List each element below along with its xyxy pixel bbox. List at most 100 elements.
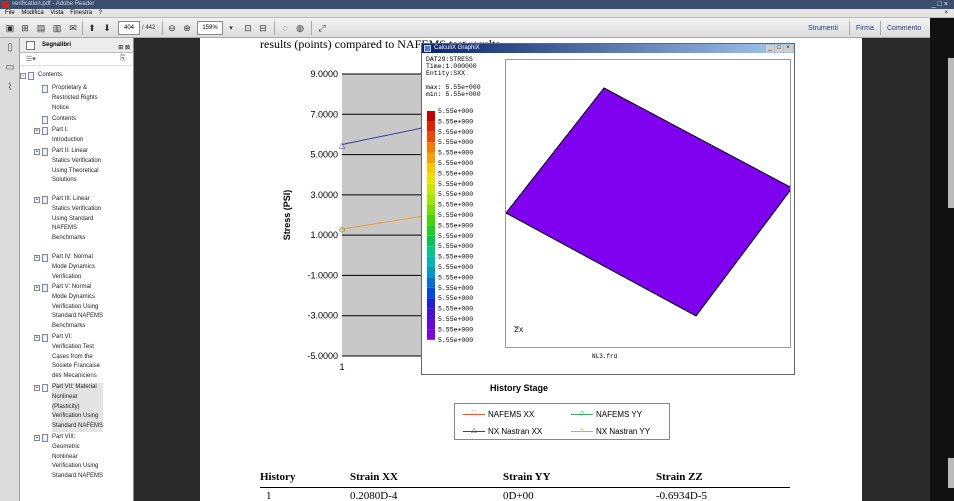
- expand-toggle-icon[interactable]: +: [34, 285, 40, 291]
- menu-window[interactable]: Finestra: [70, 10, 92, 16]
- legend-value-label: 5.55e+000: [438, 139, 473, 146]
- window-title: verification.pdf - Adobe Reader: [12, 1, 95, 7]
- legend-value-label: 5.55e+000: [438, 274, 473, 281]
- legend-value-label: 5.55e+000: [438, 191, 473, 198]
- legend-value-label: 5.55e+000: [438, 150, 473, 157]
- maximize-icon[interactable]: □: [775, 45, 783, 52]
- data-point-marker: ◇: [339, 225, 346, 234]
- bookmark-page-icon: [42, 254, 48, 262]
- scrollbar-thumb-lower[interactable]: [948, 458, 954, 488]
- save-icon[interactable]: ▤: [36, 22, 46, 33]
- expand-toggle-icon[interactable]: +: [34, 197, 40, 203]
- zoom-level-select[interactable]: 159%: [197, 21, 223, 35]
- expand-icon[interactable]: ⤢: [318, 22, 326, 33]
- fit-width-icon[interactable]: ⊟: [259, 22, 267, 33]
- expand-toggle-icon[interactable]: −: [20, 73, 26, 79]
- page-up-icon[interactable]: ⬆: [88, 22, 96, 33]
- bookmark-page-icon: [42, 116, 48, 124]
- legend-color-swatch: [427, 319, 435, 330]
- tools-link[interactable]: Strumenti: [808, 24, 838, 32]
- legend-color-swatch: [427, 142, 435, 153]
- y-tick-label: 1.0000: [310, 230, 338, 240]
- bookmark-page-icon: [42, 334, 48, 342]
- legend-color-swatch: [427, 298, 435, 309]
- close-icon[interactable]: ×: [784, 45, 792, 52]
- menu-help[interactable]: ?: [98, 10, 102, 16]
- expand-toggle-icon[interactable]: +: [34, 385, 40, 391]
- result-file-name: NL3.frd: [592, 353, 618, 360]
- menu-view[interactable]: Vista: [50, 10, 64, 16]
- bookmark-label: Proprietary & Restricted Rights Notice: [52, 85, 98, 111]
- bookmarks-icon[interactable]: ▭: [5, 62, 15, 73]
- bookmarks-header: Segnalibri ⊞ ⊠: [20, 38, 133, 53]
- menu-file[interactable]: File: [5, 10, 15, 16]
- minimize-icon[interactable]: _: [766, 45, 774, 52]
- page-total: / 442: [142, 25, 156, 31]
- expand-toggle-icon[interactable]: +: [34, 149, 40, 155]
- bookmark-label: Contents: [38, 72, 63, 78]
- popup-title-bar[interactable]: CalculiX GraphiX _ □ ×: [422, 44, 794, 53]
- legend-value-label: 5.55e+000: [438, 316, 473, 323]
- vertical-scrollbar[interactable]: [930, 18, 954, 501]
- bookmark-page-icon: [42, 196, 48, 204]
- page-number-input[interactable]: 404: [118, 21, 140, 35]
- email-icon[interactable]: ✉: [69, 22, 77, 33]
- legend-value-label: 5.55e+000: [438, 306, 473, 313]
- bookmark-label: Part VII: Material Nonlinear (Plasticity…: [52, 383, 104, 432]
- legend-color-swatch: [427, 308, 435, 319]
- expand-toggle-icon[interactable]: +: [34, 128, 40, 134]
- menu-bar: File Modifica Vista Finestra ? ×: [0, 9, 954, 18]
- expand-toggle-icon[interactable]: +: [34, 255, 40, 261]
- sign-link[interactable]: Firma: [856, 24, 874, 32]
- table-rule: [260, 487, 790, 488]
- chart-x-axis-label: History Stage: [490, 383, 549, 393]
- legend-value-label: 5.55e+000: [438, 212, 473, 219]
- calculix-window[interactable]: CalculiX GraphiX _ □ × DAT29:STRESS Time…: [421, 43, 795, 375]
- highlight-icon[interactable]: ◍: [296, 22, 304, 33]
- legend-line: □: [463, 410, 485, 417]
- new-bookmark-icon[interactable]: ⎘: [120, 55, 126, 62]
- legend-color-swatch: [427, 277, 435, 288]
- y-tick-label: 9.0000: [310, 69, 338, 79]
- legend-label: NAFEMS YY: [596, 409, 643, 419]
- y-tick-label: -1.0000: [307, 270, 338, 280]
- data-point-marker: △: [339, 141, 346, 150]
- legend-color-swatch: [427, 183, 435, 195]
- page-thumbnails-icon[interactable]: ▯: [7, 42, 13, 53]
- fit-page-icon[interactable]: ⊡: [244, 22, 252, 33]
- close-document-icon[interactable]: ×: [944, 10, 948, 16]
- open-folder-icon[interactable]: ▣: [5, 22, 15, 33]
- legend-value-label: 5.55e+000: [438, 181, 473, 188]
- zoom-out-icon[interactable]: ⊖: [168, 22, 176, 33]
- menu-edit[interactable]: Modifica: [21, 10, 44, 16]
- legend-value-label: 5.55e+000: [438, 264, 473, 271]
- options-icon[interactable]: ☰▾: [26, 56, 36, 63]
- y-tick-label: 5.0000: [310, 150, 338, 160]
- window-controls[interactable]: _□×: [931, 1, 950, 8]
- comment-icon[interactable]: ◌: [282, 23, 288, 33]
- comment-link[interactable]: Commento: [887, 24, 922, 32]
- toolbar: ▣ ⊞ ▤ ▥ ✉ ⬆ ⬇ 404 / 442 ⊖ ⊕ 159% ▾ ⊡ ⊟ ◌…: [0, 18, 930, 38]
- legend-item: ◇ NAFEMS YY: [571, 409, 642, 419]
- panel-controls[interactable]: ⊞ ⊠: [118, 45, 130, 51]
- expand-toggle-icon[interactable]: +: [34, 435, 40, 441]
- axis-triad-label: z̅x: [513, 326, 523, 335]
- bookmark-page-icon: [42, 127, 48, 135]
- legend-value-label: 5.55e+000: [438, 170, 473, 177]
- create-icon[interactable]: ⊞: [21, 22, 29, 33]
- zoom-in-icon[interactable]: ⊕: [183, 22, 191, 33]
- legend-value-label: 5.55e+000: [438, 118, 473, 125]
- print-icon[interactable]: ▥: [52, 22, 62, 33]
- data-point-marker: □: [340, 225, 345, 234]
- attachments-icon[interactable]: ⌇: [7, 82, 13, 93]
- scrollbar-thumb[interactable]: [948, 58, 954, 208]
- chevron-down-icon[interactable]: ▾: [229, 25, 233, 32]
- page-down-icon[interactable]: ⬇: [103, 22, 111, 33]
- navigation-panel: ▯ ▭ ⌇: [0, 38, 20, 501]
- bookmarks-title: Segnalibri: [42, 42, 72, 48]
- bookmarks-panel-icon: [26, 41, 35, 50]
- bookmark-page-icon: [42, 284, 48, 292]
- model-viewport[interactable]: z̅x: [505, 59, 791, 348]
- expand-toggle-icon[interactable]: +: [34, 335, 40, 341]
- table-header: Strain YY: [503, 471, 551, 483]
